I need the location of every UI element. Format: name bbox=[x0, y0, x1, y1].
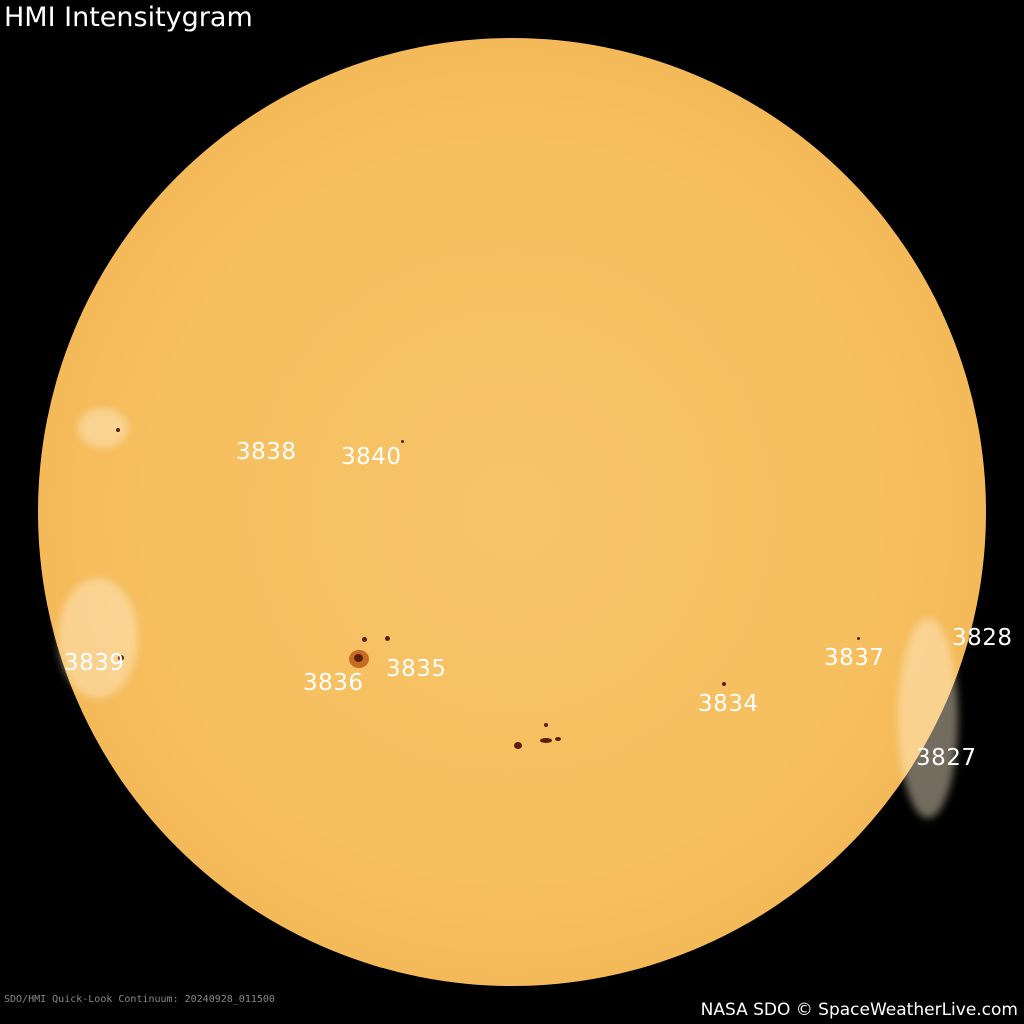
sunspot bbox=[857, 637, 860, 640]
region-label-3839: 3839 bbox=[64, 650, 125, 676]
region-label-3834: 3834 bbox=[698, 691, 759, 717]
sunspot bbox=[540, 738, 552, 743]
sunspot bbox=[362, 637, 367, 642]
region-label-3836: 3836 bbox=[303, 670, 364, 696]
sun-disk bbox=[38, 38, 986, 986]
sunspot bbox=[118, 655, 124, 661]
sunspot bbox=[385, 636, 390, 641]
region-label-3837: 3837 bbox=[824, 645, 885, 671]
sunspot bbox=[354, 654, 363, 662]
sunspot bbox=[722, 682, 726, 686]
sunspot bbox=[401, 440, 404, 443]
region-label-3835: 3835 bbox=[386, 656, 447, 682]
sunspot bbox=[116, 428, 120, 432]
region-label-3828: 3828 bbox=[952, 625, 1013, 651]
sunspot bbox=[555, 737, 561, 741]
facula bbox=[58, 578, 138, 698]
observation-caption: SDO/HMI Quick-Look Continuum: 20240928_0… bbox=[4, 994, 275, 1005]
sunspot bbox=[514, 742, 522, 749]
region-label-3838: 3838 bbox=[236, 439, 297, 465]
region-label-3840: 3840 bbox=[341, 444, 402, 470]
facula bbox=[898, 618, 958, 818]
region-label-3827: 3827 bbox=[916, 745, 977, 771]
sunspot bbox=[544, 723, 548, 727]
facula bbox=[78, 408, 128, 448]
image-title: HMI Intensitygram bbox=[4, 2, 253, 33]
image-credit: NASA SDO © SpaceWeatherLive.com bbox=[700, 1000, 1018, 1020]
